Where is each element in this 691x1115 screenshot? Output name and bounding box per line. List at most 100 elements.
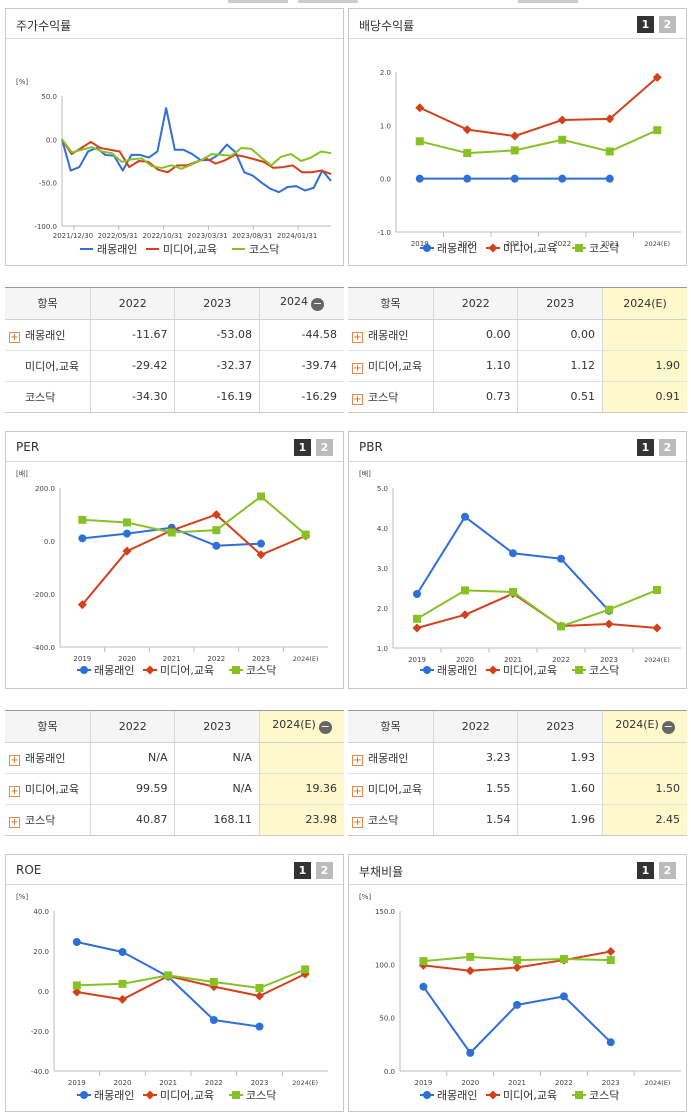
x-tick-label: 2020 [118, 655, 136, 663]
chart-svg: [배] 5.0 4.0 3.0 2.0 1.0 2019 2020 2021 2022 2023 20… [359, 469, 681, 677]
page-1-button[interactable]: 1 [637, 439, 654, 456]
table-header: 항목 [5, 288, 91, 320]
expand-plus-icon[interactable]: + [352, 754, 363, 766]
data-point [606, 956, 615, 965]
page-1-button[interactable]: 1 [637, 862, 654, 879]
table-cell: 23.98 [258, 803, 344, 835]
row-label: 코스닥 [25, 813, 56, 827]
row-label: 코스닥 [25, 390, 56, 404]
data-point [164, 971, 173, 980]
page-1-button[interactable]: 1 [637, 16, 654, 33]
expand-plus-icon[interactable]: + [9, 816, 20, 828]
chart-svg: 2.0 1.0 0.0 -1.0 2019 2020 2021 2022 2023 2024(E)… [377, 69, 681, 255]
page-2-button[interactable]: 2 [659, 439, 676, 456]
table-cell: 0.00 [432, 318, 518, 350]
table-header: 2023 [517, 711, 603, 743]
data-point [512, 963, 522, 973]
collapse-icon[interactable]: − [661, 720, 675, 735]
table-cell: 1.12 [517, 349, 603, 381]
data-point [413, 590, 421, 598]
x-tick-label: 2023 [601, 240, 619, 248]
panel-title: 부채비율 [359, 865, 404, 879]
page-2-button[interactable]: 2 [316, 439, 333, 456]
data-point [123, 518, 131, 527]
y-tick-label: 0.0 [46, 136, 57, 144]
x-tick-label: 2024(E) [644, 240, 670, 248]
expand-plus-icon[interactable]: + [352, 393, 363, 405]
legend-marker [575, 244, 583, 252]
legend-label: 래몽래인 [94, 1089, 134, 1102]
row-label: 래몽래인 [25, 328, 66, 342]
legend-marker [488, 665, 498, 675]
expand-plus-icon[interactable]: + [9, 331, 20, 343]
y-tick-label: -50.0 [39, 180, 57, 188]
roe-chart: [%] 40.0 20.0 0.0 -20.0 -40.0 2019 2020 2021 2022… [6, 885, 343, 1115]
row-label: 래몽래인 [25, 751, 66, 765]
expand-plus-icon[interactable]: + [352, 785, 363, 797]
table-header: 2024(E) − [258, 711, 344, 743]
y-tick-label: 200.0 [35, 485, 55, 493]
header-label: 항목 [380, 297, 401, 311]
table-row: + 미디어,교육 99.59 N/A 19.36 [5, 772, 344, 804]
x-tick-label: 2020 [114, 1079, 132, 1087]
data-point [513, 1000, 522, 1009]
collapse-icon[interactable]: − [310, 297, 324, 312]
per-table: 항목 2022 2023 2024(E) − + 래몽래인 N/A N/A + 미디어,교육 99.5… [5, 710, 344, 836]
expand-plus-icon[interactable]: + [352, 331, 363, 343]
x-tick-label: 2023 [252, 655, 270, 663]
row-label-cell: + 미디어,교육 [5, 772, 91, 804]
data-point [212, 526, 221, 535]
table-cell: 2.45 [601, 803, 687, 835]
legend-marker [232, 1091, 240, 1099]
data-point [72, 938, 81, 946]
table-cell: -11.67 [89, 318, 175, 350]
chart-svg: [%] 150.0 100.0 50.0 0.0 2019 2020 2021 2022 2023… [359, 893, 681, 1102]
table-cell: -32.37 [174, 349, 260, 381]
data-point [72, 987, 82, 997]
page-1-button[interactable]: 1 [294, 862, 311, 879]
data-point [209, 978, 218, 986]
series-line [81, 513, 307, 606]
y-tick-label: 0.0 [380, 176, 391, 184]
row-label-cell: + 코스닥 [5, 803, 91, 835]
row-label: 코스닥 [368, 813, 399, 827]
table-cell: N/A [174, 741, 260, 773]
expand-plus-icon[interactable]: + [352, 816, 363, 828]
legend-label: 래몽래인 [97, 243, 137, 256]
y-tick-label: -200.0 [32, 591, 55, 599]
table-cell: 3.23 [432, 741, 518, 773]
page-1-button[interactable]: 1 [294, 439, 311, 456]
row-label-cell: + 래몽래인 [5, 318, 91, 350]
table-row: + 코스닥 1.54 1.96 2.45 [348, 803, 687, 835]
x-tick-label: 2022 [553, 240, 571, 248]
data-point [605, 114, 615, 124]
expand-plus-icon[interactable]: + [352, 362, 363, 374]
data-point [78, 515, 87, 524]
y-tick-label: 50.0 [379, 1015, 395, 1023]
expand-plus-icon[interactable]: + [9, 785, 20, 797]
header-label: 2024(E) [272, 718, 316, 732]
data-point [605, 147, 614, 156]
data-point [118, 979, 127, 988]
x-tick-label: 2022 [555, 1079, 573, 1087]
page-2-button[interactable]: 2 [316, 862, 333, 879]
pbr-chart: [배] 5.0 4.0 3.0 2.0 1.0 2019 2020 2021 2022 2023 20… [349, 462, 686, 692]
table-header: 2024− [258, 288, 344, 320]
data-point [559, 992, 568, 1001]
table-cell: -39.74 [258, 349, 344, 381]
x-tick-label: 2024(E) [645, 1079, 671, 1087]
expand-plus-icon[interactable]: + [9, 754, 20, 766]
header-label: 2024(E) [623, 296, 667, 310]
table-row: + 래몽래인 -11.67 -53.08 -44.58 [5, 318, 344, 350]
table-cell: 1.50 [601, 772, 687, 804]
page-2-button[interactable]: 2 [659, 16, 676, 33]
table-cell: -16.19 [174, 380, 260, 412]
page-2-button[interactable]: 2 [659, 862, 676, 879]
legend-marker [423, 244, 431, 252]
data-point [652, 623, 662, 633]
row-label-cell: + 래몽래인 [5, 741, 91, 773]
collapse-icon[interactable]: − [318, 720, 332, 735]
